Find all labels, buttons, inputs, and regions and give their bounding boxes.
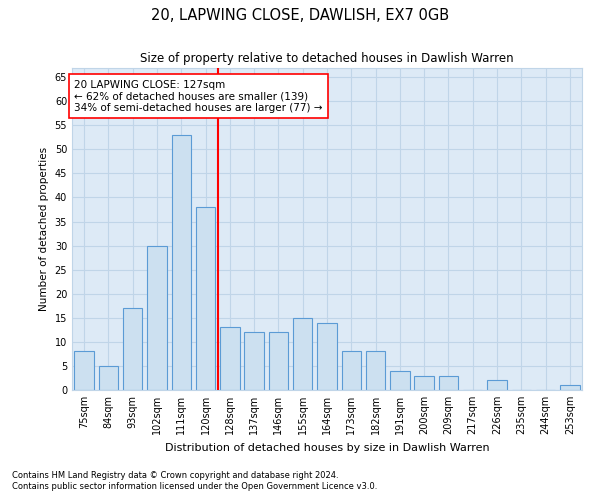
Bar [487,380,507,390]
Bar [147,246,167,390]
Bar [123,308,142,390]
Bar [415,376,434,390]
Bar [172,135,191,390]
X-axis label: Distribution of detached houses by size in Dawlish Warren: Distribution of detached houses by size … [164,442,490,452]
Text: 20 LAPWING CLOSE: 127sqm
← 62% of detached houses are smaller (139)
34% of semi-: 20 LAPWING CLOSE: 127sqm ← 62% of detach… [74,80,323,112]
Bar [196,207,215,390]
Bar [341,352,361,390]
Bar [244,332,264,390]
Text: 20, LAPWING CLOSE, DAWLISH, EX7 0GB: 20, LAPWING CLOSE, DAWLISH, EX7 0GB [151,8,449,22]
Bar [390,370,410,390]
Bar [293,318,313,390]
Title: Size of property relative to detached houses in Dawlish Warren: Size of property relative to detached ho… [140,52,514,65]
Bar [366,352,385,390]
Bar [220,328,239,390]
Text: Contains HM Land Registry data © Crown copyright and database right 2024.: Contains HM Land Registry data © Crown c… [12,470,338,480]
Bar [439,376,458,390]
Bar [74,352,94,390]
Text: Contains public sector information licensed under the Open Government Licence v3: Contains public sector information licen… [12,482,377,491]
Bar [99,366,118,390]
Bar [269,332,288,390]
Y-axis label: Number of detached properties: Number of detached properties [39,146,49,311]
Bar [560,385,580,390]
Bar [317,322,337,390]
